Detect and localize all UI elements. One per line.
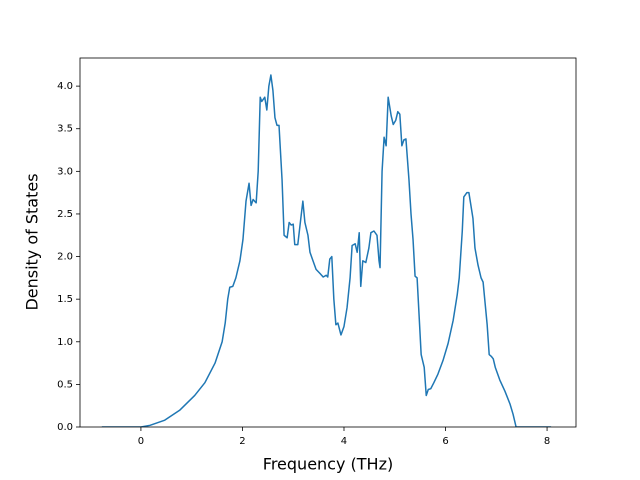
y-tick-label: 3.0: [57, 166, 73, 177]
y-axis-label: Density of States: [23, 173, 42, 310]
y-tick-label: 0.0: [57, 422, 73, 433]
x-tick-label: 8: [544, 436, 550, 447]
y-tick-label: 2.5: [57, 209, 73, 220]
y-tick-label: 3.5: [57, 124, 73, 135]
y-tick-label: 2.0: [57, 252, 73, 263]
x-axis-label: Frequency (THz): [263, 455, 393, 474]
y-tick-label: 0.5: [57, 379, 73, 390]
x-tick-label: 4: [341, 436, 347, 447]
y-tick-label: 1.0: [57, 337, 73, 348]
line: [101, 74, 552, 427]
x-tick-label: 2: [239, 436, 245, 447]
y-tick-label: 4.0: [57, 81, 73, 92]
x-tick-label: 0: [138, 436, 144, 447]
x-tick-label: 6: [442, 436, 448, 447]
y-tick-label: 1.5: [57, 294, 73, 305]
plot-frame: [79, 57, 577, 428]
